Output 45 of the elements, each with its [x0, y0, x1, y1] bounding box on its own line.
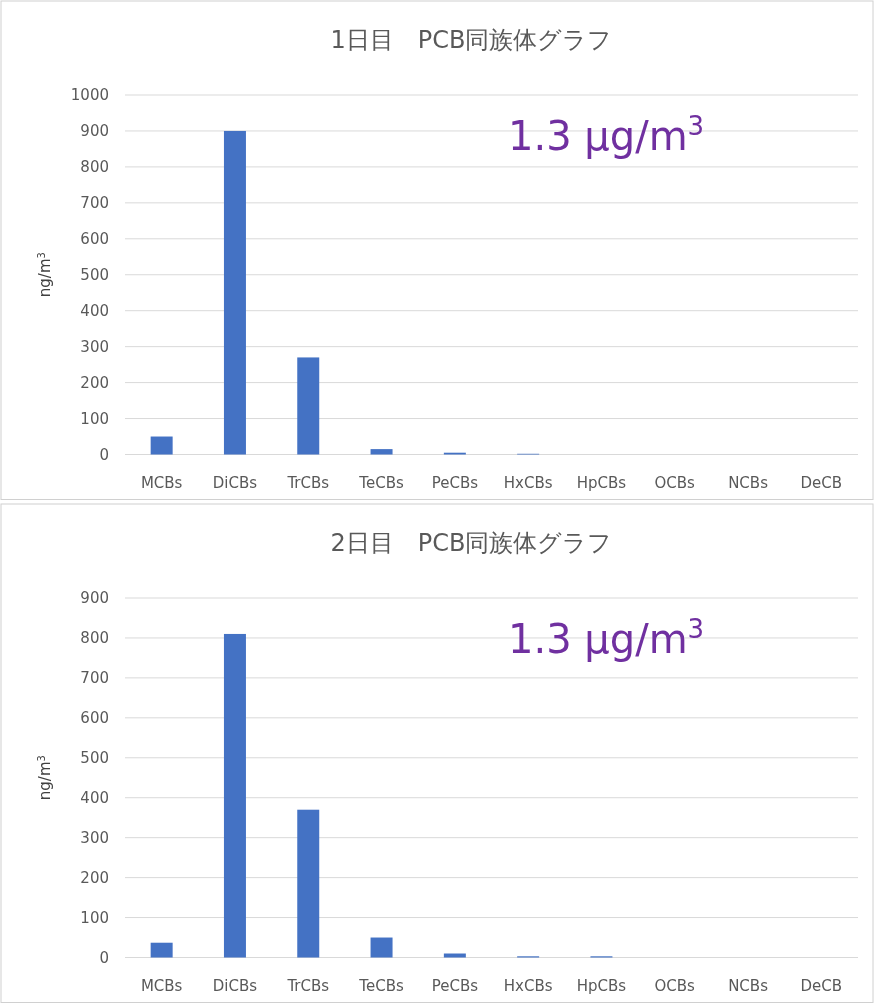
y-tick-label: 700 — [80, 193, 109, 212]
x-tick-label: DeCB — [800, 976, 843, 994]
y-tick-label: 900 — [80, 121, 109, 140]
x-tick-label: PeCBs — [431, 473, 479, 492]
x-tick-label: HxCBs — [503, 976, 553, 994]
y-tick-label: 300 — [80, 337, 109, 356]
x-tick-label: HxCBs — [503, 473, 553, 492]
x-tick-label: HpCBs — [576, 473, 627, 492]
y-tick-label: 300 — [80, 828, 109, 847]
x-tick-label: DiCBs — [212, 473, 258, 492]
x-tick-label: TrCBs — [286, 976, 330, 994]
y-tick-label: 400 — [80, 301, 109, 320]
annotation: 1.3 μg/m$^{3}$ — [508, 111, 705, 159]
y-tick-label: 700 — [80, 668, 109, 687]
x-tick-label: NCBs — [728, 976, 769, 994]
y-tick-label: 0 — [99, 445, 109, 464]
x-tick-label: PeCBs — [431, 976, 479, 994]
x-tick-label: NCBs — [728, 473, 769, 492]
y-tick-label: 200 — [80, 868, 109, 887]
y-tick-label: 900 — [80, 588, 109, 607]
annotation: 1.3 μg/m$^{3}$ — [508, 613, 705, 662]
y-tick-label: 0 — [99, 948, 109, 966]
x-tick-label: OCBs — [654, 976, 696, 994]
x-tick-label: DiCBs — [212, 976, 258, 994]
chart-title: 1日目 PCB同族体グラフ — [330, 26, 613, 54]
y-tick-label: 100 — [80, 409, 109, 428]
x-tick-label: TeCBs — [358, 976, 404, 994]
x-tick-label: MCBs — [140, 473, 183, 492]
y-tick-label: 600 — [80, 229, 109, 248]
y-tick-label: 800 — [80, 157, 109, 176]
x-tick-label: TeCBs — [358, 473, 404, 492]
x-tick-label: MCBs — [140, 976, 183, 994]
x-tick-label: TrCBs — [286, 473, 330, 492]
x-tick-label: OCBs — [654, 473, 696, 492]
y-tick-label: 200 — [80, 373, 109, 392]
y-tick-label: 800 — [80, 628, 109, 647]
y-tick-label: 100 — [80, 908, 109, 927]
x-tick-label: DeCB — [800, 473, 843, 492]
y-tick-label: 1000 — [70, 86, 109, 104]
y-tick-label: 500 — [80, 265, 109, 284]
y-tick-label: 500 — [80, 748, 109, 767]
x-tick-label: HpCBs — [576, 976, 627, 994]
chart-title: 2日目 PCB同族体グラフ — [330, 528, 613, 557]
y-tick-label: 400 — [80, 788, 109, 807]
y-tick-label: 600 — [80, 708, 109, 727]
